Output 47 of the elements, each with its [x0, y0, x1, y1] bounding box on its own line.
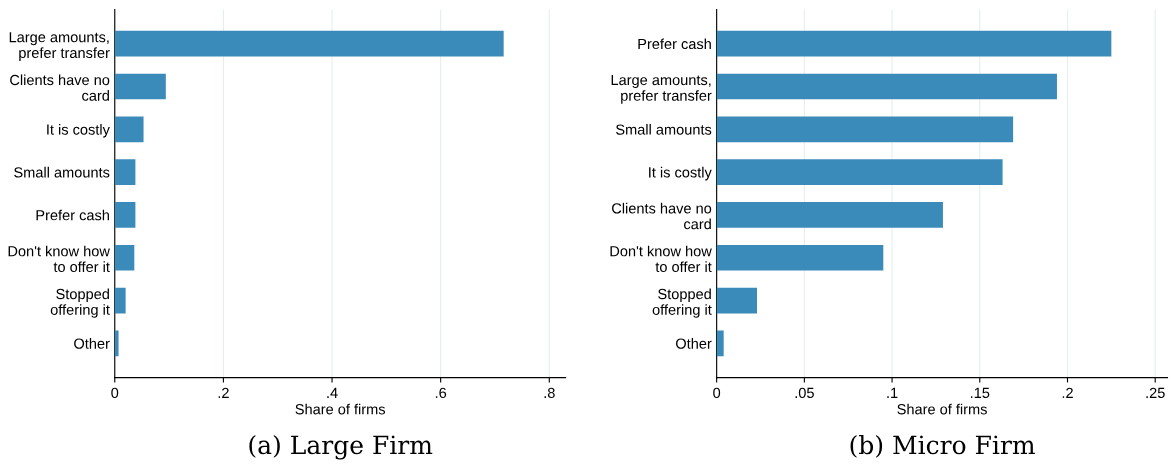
bar — [114, 30, 504, 57]
text: (a) Large Firm — [249, 434, 433, 460]
y-tick-label: Small amounts — [14, 166, 110, 178]
y-tick-label: Other — [676, 338, 712, 349]
x-tick-label: 0 — [713, 387, 721, 399]
x-tick-label: .8 — [544, 387, 555, 399]
x-tick-label: .1 — [887, 387, 898, 398]
bar — [114, 159, 136, 185]
bar — [114, 73, 166, 100]
y-tick-label: Large amounts, prefer transfer — [611, 74, 712, 104]
x-tick-label: .4 — [327, 387, 338, 398]
x-tick-label: .05 — [795, 387, 814, 399]
y-tick-label: Small amounts — [616, 124, 712, 135]
y-tick-label: It is costly — [47, 124, 110, 138]
bar — [716, 159, 1003, 185]
bar — [716, 287, 757, 314]
x-tick-label: .25 — [1146, 387, 1165, 399]
bar — [716, 30, 1112, 57]
y-tick-label: Don't know how to offer it — [610, 245, 712, 273]
x-tick-label: .6 — [435, 387, 447, 399]
bar — [114, 116, 144, 143]
y-tick-label: Stopped offering it — [652, 288, 712, 318]
y-tick-label: Prefer cash — [638, 38, 711, 50]
x-tick-label: .2 — [1062, 387, 1073, 398]
y-tick-label: It is costly — [649, 166, 712, 181]
bar — [114, 330, 119, 357]
y-tick-label: Don't know how to offer it — [8, 245, 110, 273]
text: (b) Micro Firm — [850, 434, 1035, 458]
y-tick-label: Large amounts, prefer transfer — [9, 32, 110, 61]
y-tick-label: Stopped offering it — [50, 288, 110, 318]
bar — [716, 330, 724, 357]
x-tick-label: .15 — [970, 387, 990, 399]
y-tick-label: Clients have no card — [612, 202, 712, 230]
bar — [716, 202, 943, 228]
bar — [114, 202, 136, 228]
x-axis-title: Share of firms — [295, 403, 386, 415]
bar — [716, 244, 884, 271]
y-tick-label: Clients have no card — [10, 74, 110, 101]
bar — [114, 287, 126, 314]
bar — [716, 73, 1057, 100]
bar — [716, 116, 1014, 143]
x-tick-label: 0 — [111, 387, 119, 399]
x-axis-title: Share of firms — [897, 403, 987, 415]
bar — [114, 244, 135, 271]
y-tick-label: Other — [74, 338, 110, 349]
x-tick-label: .2 — [218, 387, 229, 398]
y-tick-label: Prefer cash — [36, 209, 109, 221]
